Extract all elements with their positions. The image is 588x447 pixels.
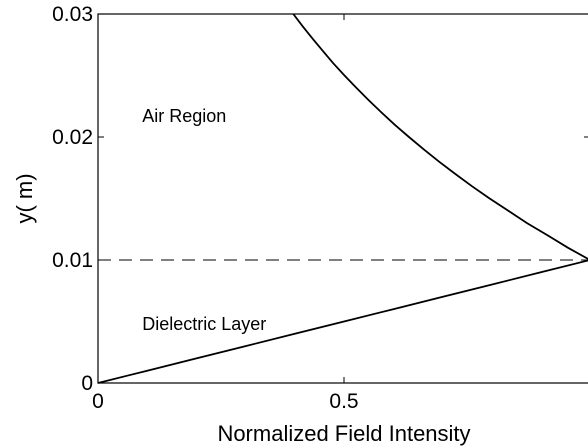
y-tick-label: 0.01 xyxy=(52,249,93,272)
y-tick-label: 0 xyxy=(81,372,93,395)
annotation-label: Dielectric Layer xyxy=(142,314,266,334)
x-axis-title: Normalized Field Intensity xyxy=(217,421,470,446)
x-tick-label: 0 xyxy=(92,390,104,413)
annotation-label: Air Region xyxy=(142,106,226,126)
y-tick-label: 0.03 xyxy=(52,3,93,26)
y-axis-title: y( m) xyxy=(12,173,37,223)
x-tick-label: 0.5 xyxy=(329,390,358,413)
y-tick-label: 0.02 xyxy=(52,126,93,149)
field-intensity-line xyxy=(97,13,588,384)
